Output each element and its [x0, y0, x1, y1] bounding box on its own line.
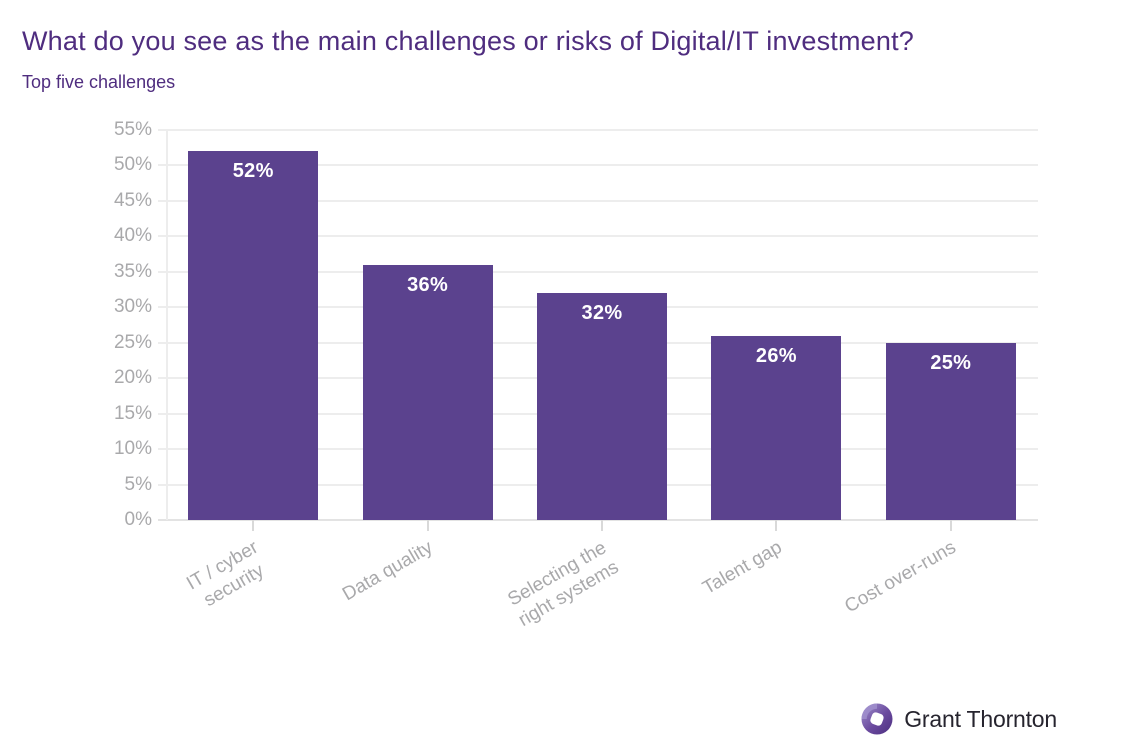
y-axis-tick-label: 10%: [113, 438, 152, 460]
gridline: [158, 270, 1038, 273]
y-axis-tick-label: 35%: [113, 260, 152, 282]
x-axis-category-label: IT / cyber security: [183, 536, 268, 612]
y-axis-tick-label: 0%: [124, 509, 152, 530]
logo-text: Grant Thornton: [904, 705, 1057, 732]
bar: 52%: [188, 151, 319, 520]
y-axis-tick-label: 20%: [113, 367, 152, 389]
bar-value-label: 32%: [581, 302, 623, 325]
gridline: [158, 164, 1038, 167]
bar-value-label: 36%: [407, 273, 449, 296]
x-axis-category-label: Talent gap: [698, 536, 786, 599]
y-axis-tick-label: 25%: [113, 331, 152, 353]
gridline: [158, 129, 1038, 131]
x-axis-tick: [601, 520, 603, 531]
x-axis-tick: [252, 520, 255, 531]
gridline: [158, 235, 1038, 238]
x-axis-tick: [775, 520, 778, 531]
bar-chart-plot-area: 0% 5% 10% 15% 20% 25% 30% 35% 40% 45% 50% 55% 52% IT …: [114, 119, 1038, 631]
bar: 32%: [537, 293, 667, 520]
x-axis-tick: [949, 520, 952, 531]
y-axis-tick-label: 30%: [113, 296, 152, 318]
bar: 26%: [711, 335, 842, 520]
x-axis-category-label: Data quality: [339, 536, 437, 606]
x-axis-tick: [426, 520, 429, 531]
y-axis-tick-label: 50%: [113, 154, 152, 176]
bar-value-label: 26%: [755, 344, 797, 367]
bar-value-label: 52%: [232, 160, 274, 183]
y-axis-tick-label: 5%: [124, 473, 152, 495]
y-axis-tick-label: 55%: [113, 119, 152, 140]
y-axis-tick-label: 40%: [113, 225, 152, 247]
gridline: [158, 519, 1038, 521]
x-axis-category-label: Selecting the right systems: [504, 537, 623, 631]
bar-value-label: 25%: [930, 351, 972, 374]
grant-thornton-logo: Grant Thornton: [859, 701, 1057, 737]
chart-title: What do you see as the main challenges o…: [22, 26, 915, 56]
chart-subtitle: Top five challenges: [22, 72, 176, 92]
y-axis-tick-label: 45%: [113, 189, 152, 211]
gridline: [158, 199, 1038, 202]
y-axis-line: [166, 130, 168, 520]
y-axis-tick-label: 15%: [113, 402, 152, 424]
bar: 25%: [885, 342, 1016, 520]
grant-thornton-swirl-icon: [859, 701, 895, 737]
x-axis-category-label: Cost over-runs: [841, 536, 960, 618]
bar: 36%: [362, 264, 493, 520]
